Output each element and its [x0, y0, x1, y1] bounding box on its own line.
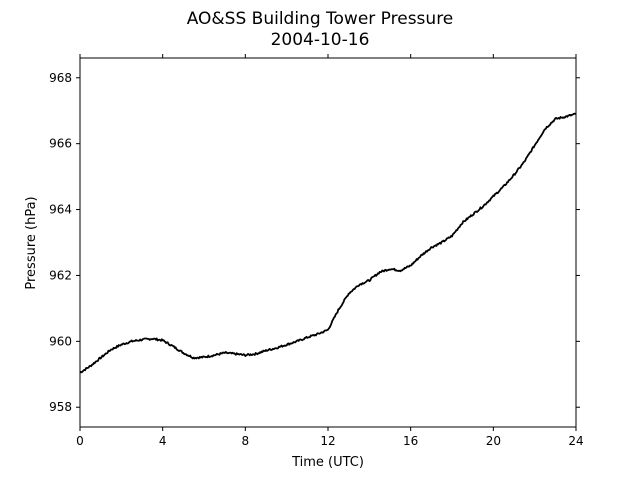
y-tick-label: 966 [49, 137, 72, 151]
y-tick-label: 968 [49, 71, 72, 85]
x-tick-label: 24 [568, 434, 583, 448]
x-tick-label: 8 [242, 434, 250, 448]
x-tick-label: 4 [159, 434, 167, 448]
axes: 0 4 8 12 16 20 24 958 960 962 964 966 968 [49, 54, 584, 448]
plot-area [80, 112, 576, 374]
chart-title: AO&SS Building Tower Pressure [187, 9, 454, 29]
x-axis-label: Time (UTC) [291, 455, 364, 470]
y-tick-label: 958 [49, 400, 72, 414]
x-tick-label: 12 [320, 434, 335, 448]
y-tick-label: 964 [49, 203, 72, 217]
x-tick-label: 0 [76, 434, 84, 448]
x-tick-label: 16 [403, 434, 418, 448]
chart-subtitle: 2004-10-16 [271, 30, 370, 50]
x-tick-label: 20 [486, 434, 501, 448]
plot-frame [79, 57, 577, 428]
y-axis-label: Pressure (hPa) [24, 196, 39, 289]
y-tick-label: 960 [49, 334, 72, 348]
y-tick-label: 962 [49, 268, 72, 282]
series-line-0 [80, 112, 576, 374]
